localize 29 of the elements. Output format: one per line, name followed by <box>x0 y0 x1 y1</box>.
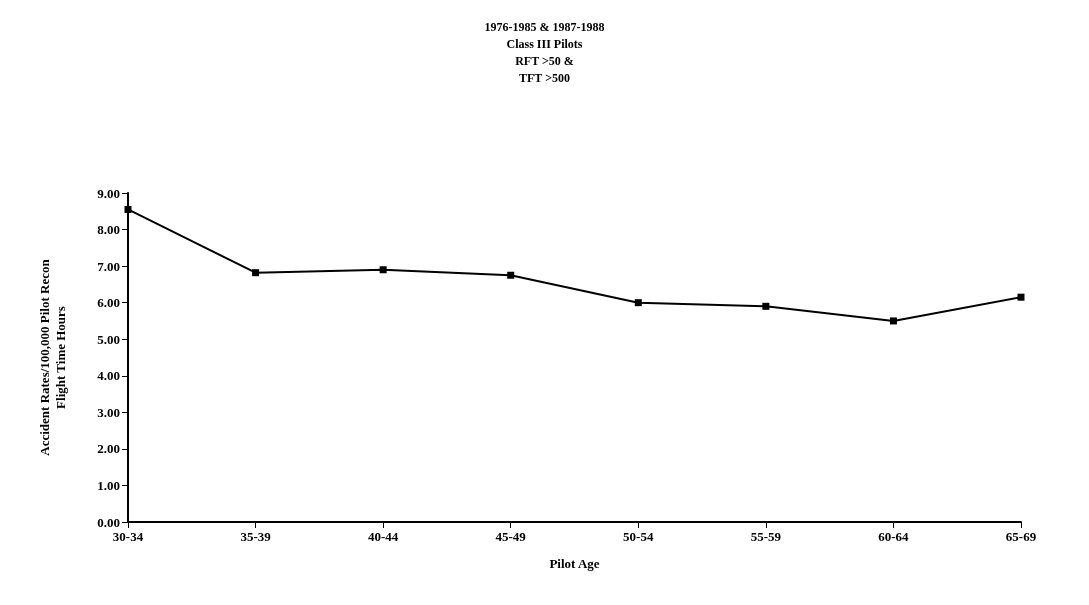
y-axis-title: Accident Rates/100,000 Pilot Recon Flight Time Hours <box>36 258 68 456</box>
point <box>507 271 515 279</box>
x-tick-label: 50-54 <box>623 529 654 544</box>
point <box>124 205 132 213</box>
point <box>762 302 770 310</box>
y-tick-label: 4.00 <box>97 368 120 384</box>
y-tick-label: 7.00 <box>97 258 120 274</box>
point <box>379 266 387 274</box>
y-tick-label: 9.00 <box>97 185 120 201</box>
point <box>634 299 642 307</box>
x-tick-label: 45-49 <box>495 529 527 544</box>
x-tick-label: 30-34 <box>112 529 144 544</box>
x-tick-label: 35-39 <box>240 529 272 544</box>
x-axis-title: Pilot Age <box>549 556 600 571</box>
x-tick-label: 65-69 <box>1005 529 1037 544</box>
y-tick-label: 1.00 <box>97 477 120 493</box>
x-tick-label: 60-64 <box>878 529 910 544</box>
y-tick-label: 6.00 <box>97 295 120 311</box>
x-tick-label: 40-44 <box>367 529 399 544</box>
point <box>889 317 897 325</box>
y-tick-label: 3.00 <box>97 404 120 420</box>
chart-title: 1976-1985 & 1987-1988 Class III Pilots RFT >50 & TFT >500 <box>484 19 605 85</box>
y-tick-label: 2.00 <box>97 441 120 457</box>
point <box>1017 293 1025 301</box>
y-tick-label: 0.00 <box>97 514 120 530</box>
y-tick-label: 5.00 <box>97 331 120 347</box>
x-tick-label: 55-59 <box>750 529 782 544</box>
y-tick-label: 8.00 <box>97 222 120 238</box>
point <box>252 269 260 277</box>
